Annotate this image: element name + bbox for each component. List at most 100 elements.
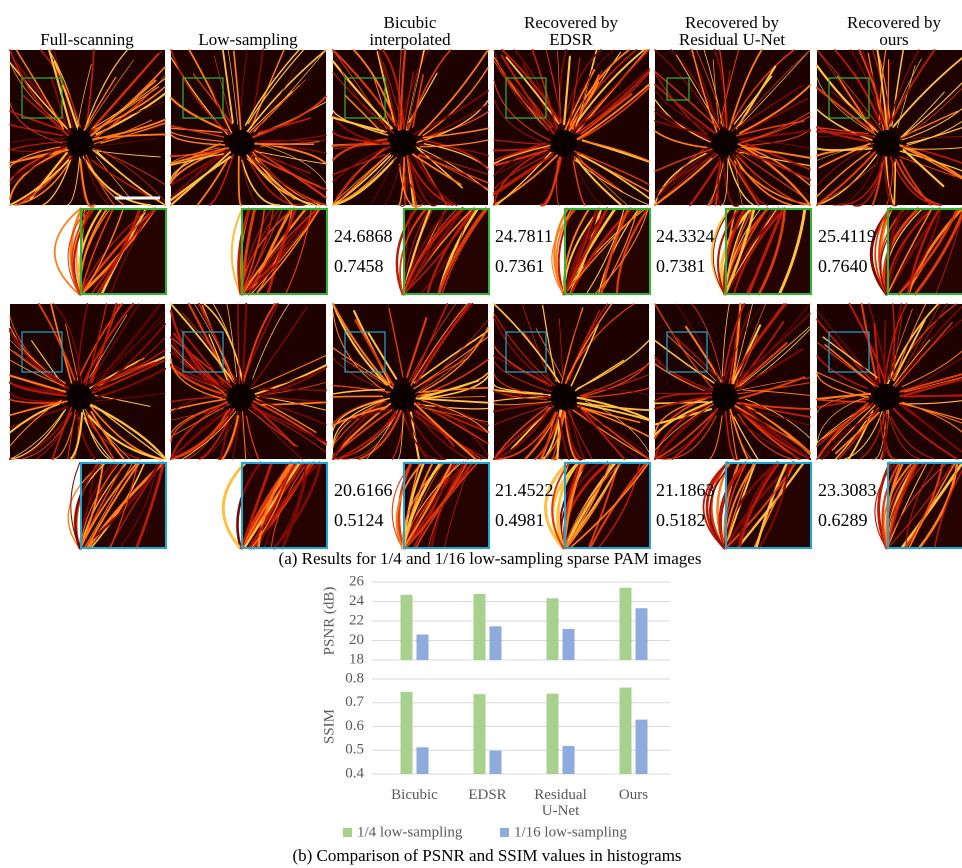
zoom-inset (232, 208, 328, 295)
column-header: Recovered by (491, 14, 651, 31)
psnr-value: 24.7811 (495, 226, 553, 246)
legend-swatch (500, 828, 509, 837)
column-header: Residual U-Net (652, 31, 812, 48)
ssim-value: 0.5124 (334, 510, 384, 530)
y-tick-label: 26 (349, 573, 365, 589)
y-axis-label: SSIM (321, 709, 337, 744)
psnr-value: 21.1863 (656, 480, 715, 500)
pam-image (655, 304, 810, 460)
legend-swatch (343, 828, 352, 837)
bar (417, 634, 429, 660)
column-header: ours (814, 31, 962, 48)
ssim-value: 0.5182 (656, 510, 706, 530)
bar (563, 746, 575, 774)
zoom-inset (392, 462, 490, 549)
y-tick-label: 0.8 (345, 670, 364, 686)
bar (547, 694, 559, 774)
optic-disc (390, 130, 416, 156)
psnr-value: 25.4119 (818, 226, 876, 246)
column-header: Recovered by (814, 14, 962, 31)
pam-image (10, 304, 165, 459)
pam-image (171, 304, 326, 459)
optic-disc (874, 384, 900, 410)
bar (620, 588, 632, 660)
y-tick-label: 0.7 (345, 694, 364, 710)
figure: 24.6868 0.7458 24.7811 0.7361 24.3324 0.7381 2… (0, 0, 962, 868)
pam-image (10, 50, 165, 207)
bar (474, 594, 486, 660)
optic-disc (712, 130, 738, 156)
caption-b: (b) Comparison of PSNR and SSIM values i… (292, 846, 681, 865)
pam-image (494, 50, 649, 205)
figure-canvas: 24.6868 0.7458 24.7811 0.7361 24.3324 0.7381 2… (0, 0, 962, 868)
pam-image (333, 50, 488, 207)
legend-label: 1/16 low-sampling (514, 824, 627, 840)
ssim-value: 0.7640 (818, 256, 868, 276)
psnr-value: 24.6868 (334, 226, 393, 246)
x-tick-label: Residual U-Net (525, 787, 597, 819)
column-header: Bicubic (330, 14, 490, 31)
ssim-value: 0.6289 (818, 510, 868, 530)
ssim-value: 0.7458 (334, 256, 384, 276)
ssim-value: 0.7381 (656, 256, 706, 276)
psnr-value: 23.3083 (818, 480, 877, 500)
optic-disc (228, 384, 254, 410)
zoom-inset (68, 462, 167, 549)
bar (547, 598, 559, 660)
optic-disc (67, 130, 93, 156)
bar (401, 692, 413, 774)
pam-image (494, 304, 649, 460)
zoom-inset (397, 208, 490, 295)
zoom-inset (703, 462, 812, 549)
bar (490, 626, 502, 660)
caption-a: (a) Results for 1/4 and 1/16 low-samplin… (279, 549, 702, 568)
bar (636, 608, 648, 660)
optic-disc (228, 130, 254, 156)
zoom-inset (546, 462, 651, 549)
zoom-inset (552, 208, 651, 295)
column-header: Recovered by (652, 14, 812, 31)
column-header: interpolated (330, 31, 490, 48)
y-tick-label: 0.4 (345, 765, 364, 781)
psnr-value: 20.6166 (334, 480, 393, 500)
vessel (405, 163, 406, 205)
column-header: Full-scanning (7, 31, 167, 48)
pam-image (817, 50, 962, 206)
ssim-value: 0.7361 (495, 256, 545, 276)
optic-disc (874, 130, 900, 156)
optic-disc (551, 384, 577, 410)
ssim-value: 0.4981 (495, 510, 545, 530)
legend-label: 1/4 low-sampling (357, 824, 463, 840)
zoom-inset (223, 462, 328, 549)
bar (636, 720, 648, 774)
zoom-inset (871, 208, 962, 295)
zoom-inset (875, 462, 962, 549)
optic-disc (712, 384, 738, 410)
column-header: Low-sampling (168, 31, 328, 48)
pam-image (171, 50, 326, 205)
x-tick-label: Bicubic (379, 787, 451, 803)
bar (490, 751, 502, 774)
pam-image (333, 304, 488, 459)
y-tick-label: 22 (349, 612, 364, 628)
pam-image (817, 304, 962, 460)
vessel (333, 396, 382, 397)
x-tick-label: Ours (598, 787, 670, 803)
zoom-inset (55, 208, 167, 295)
bar (474, 694, 486, 774)
bar (401, 595, 413, 660)
y-tick-label: 0.6 (345, 718, 364, 734)
x-tick-label: EDSR (452, 787, 524, 803)
bar (620, 688, 632, 774)
bar (563, 629, 575, 660)
zoom-inset (712, 208, 812, 295)
y-tick-label: 20 (349, 632, 364, 648)
optic-disc (390, 384, 416, 410)
psnr-value: 24.3324 (656, 226, 715, 246)
y-tick-label: 18 (349, 651, 364, 667)
y-tick-label: 24 (349, 593, 365, 609)
optic-disc (551, 130, 577, 156)
bar (417, 747, 429, 774)
pam-image (655, 50, 810, 206)
y-axis-label: PSNR (dB) (321, 587, 337, 656)
